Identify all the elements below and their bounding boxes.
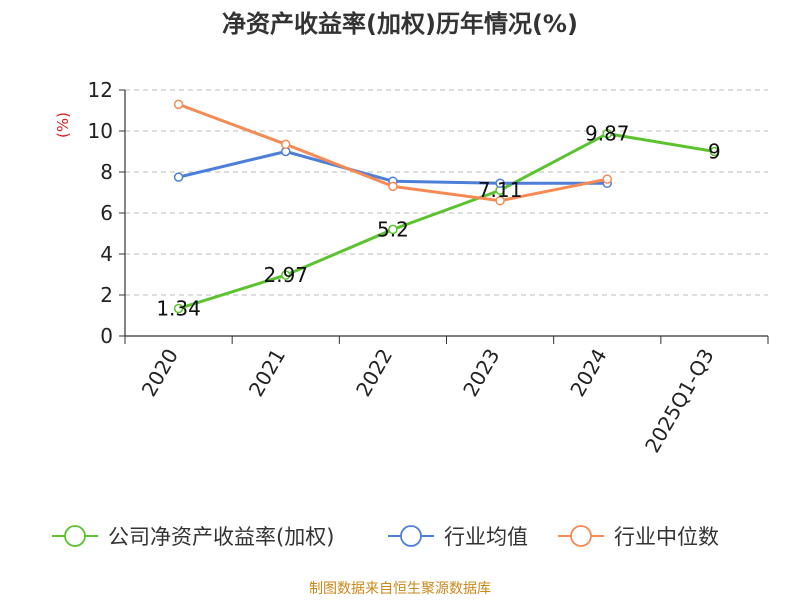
data-label: 1.34 [156, 297, 201, 321]
y-tick-label: 6 [100, 201, 113, 225]
data-label: 9 [708, 140, 721, 164]
axes: 0 2 4 6 8 10 12 (%) 2020 2021 2022 2023 2024 2025Q1-Q… [54, 78, 769, 457]
y-tick-label: 12 [88, 78, 113, 102]
legend-marker-0 [64, 525, 86, 547]
series-lines [173, 99, 720, 314]
data-label: 2.97 [263, 263, 308, 287]
data-point-2 [388, 181, 398, 192]
x-tick-label: 2024 [565, 345, 611, 401]
data-point-0 [602, 128, 612, 139]
y-tick-label: 0 [100, 324, 113, 348]
data-label: 9.87 [585, 122, 630, 146]
legend[interactable]: 公司净资产收益率(加权) 行业均值 行业中位数 [52, 525, 719, 549]
data-label: 7.11 [478, 178, 523, 202]
y-tick-label: 10 [88, 119, 113, 143]
x-tick-label: 2022 [351, 345, 397, 401]
y-tick-label: 2 [100, 283, 113, 307]
data-point-0 [388, 224, 398, 235]
data-point-2 [602, 174, 612, 184]
data-labels: 1.34 2.97 5.2 7.11 9.87 9 [156, 122, 720, 321]
data-point-2 [495, 195, 505, 206]
gridlines [125, 89, 768, 296]
y-axis-label: (%) [54, 112, 72, 138]
data-source-note: 制图数据来自恒生聚源数据库 [309, 581, 491, 597]
x-tick-label: 2020 [137, 345, 183, 401]
data-point-1 [495, 178, 505, 189]
data-point-2 [281, 139, 291, 150]
x-tick-label: 2023 [458, 345, 504, 401]
x-tick-label: 2021 [244, 345, 290, 401]
x-tick-label: 2025Q1-Q3 [640, 345, 719, 457]
legend-marker-2 [570, 525, 592, 547]
chart-title: 净资产收益率(加权)历年情况(%) [222, 10, 578, 38]
data-point-0 [709, 146, 720, 157]
data-label: 5.2 [377, 217, 409, 241]
legend-label-0: 公司净资产收益率(加权) [108, 525, 334, 549]
data-point-0 [281, 270, 291, 280]
legend-label-2: 行业中位数 [614, 525, 719, 549]
legend-marker-1 [400, 525, 422, 547]
series-line-0 [178, 132, 715, 310]
y-tick-label: 4 [100, 242, 113, 266]
data-point-1 [173, 172, 184, 182]
data-point-0 [173, 303, 184, 314]
legend-label-1: 行业均值 [444, 525, 528, 549]
data-point-2 [173, 99, 184, 110]
y-tick-label: 8 [100, 160, 113, 184]
